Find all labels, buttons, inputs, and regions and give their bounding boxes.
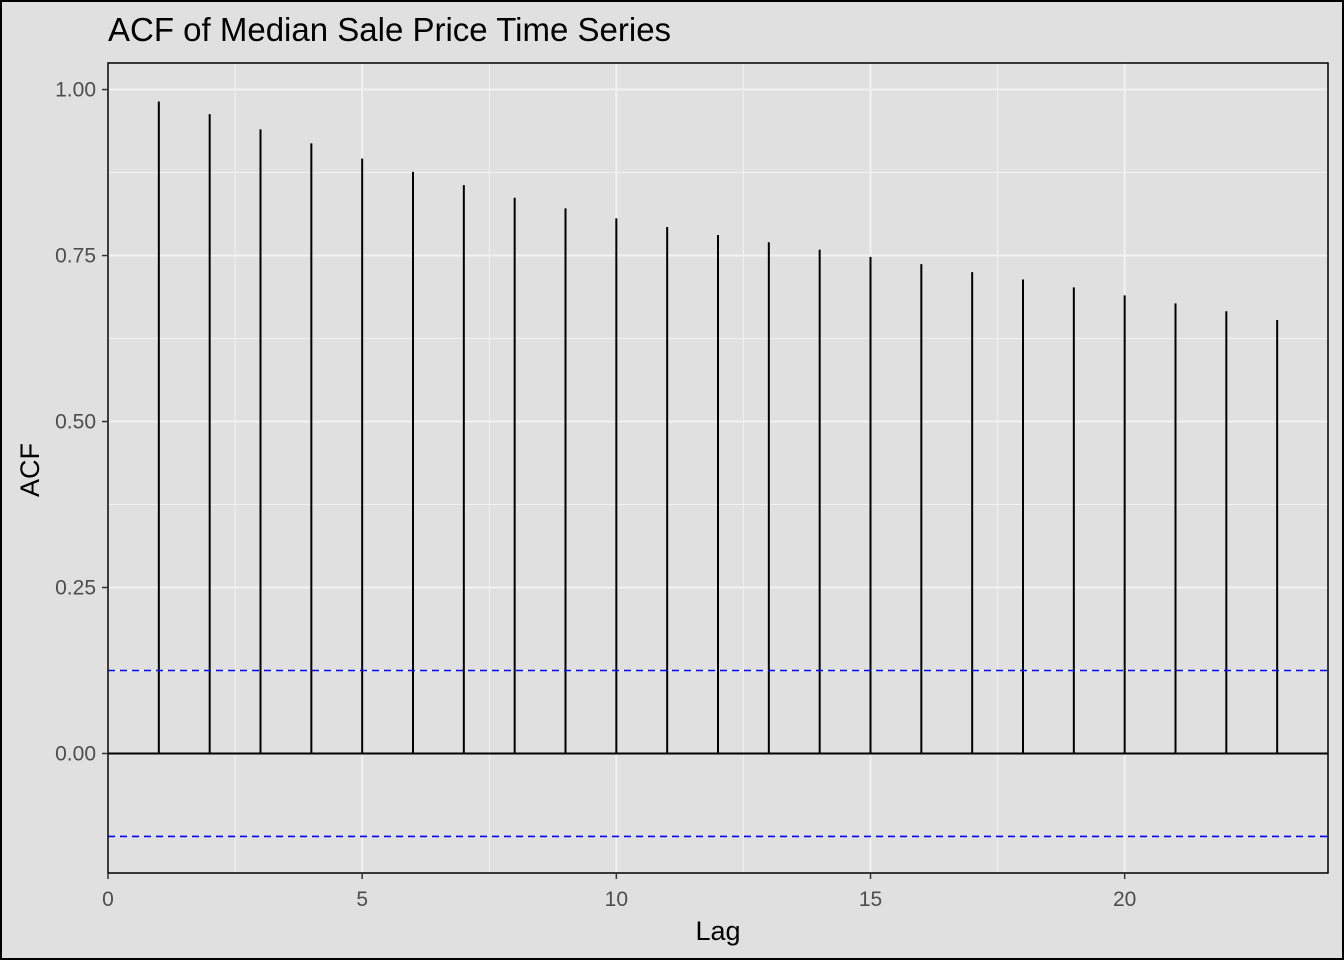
x-tick-label: 0 — [102, 888, 114, 911]
y-tick-label: 0.25 — [55, 577, 96, 600]
x-tick-label: 15 — [859, 888, 882, 911]
panel-border — [107, 62, 1329, 874]
x-tick-label: 20 — [1113, 888, 1136, 911]
y-tick-label: 1.00 — [55, 79, 96, 102]
x-axis-title: Lag — [695, 916, 740, 946]
x-tick-label: 5 — [356, 888, 368, 911]
reference-lines — [108, 669, 1328, 838]
y-tick-label: 0.75 — [55, 245, 96, 268]
y-tick-label: 0.50 — [55, 411, 96, 434]
x-tick-label: 10 — [605, 888, 628, 911]
chart-title: ACF of Median Sale Price Time Series — [108, 11, 671, 48]
y-axis-title: ACF — [15, 443, 45, 497]
y-tick-label: 0.00 — [55, 742, 96, 765]
acf-spikes — [157, 101, 1279, 754]
y-axis-ticks: 0.00 0.25 0.50 0.75 1.00 — [55, 79, 108, 765]
x-axis-ticks: 0 5 10 15 20 — [102, 873, 1136, 911]
